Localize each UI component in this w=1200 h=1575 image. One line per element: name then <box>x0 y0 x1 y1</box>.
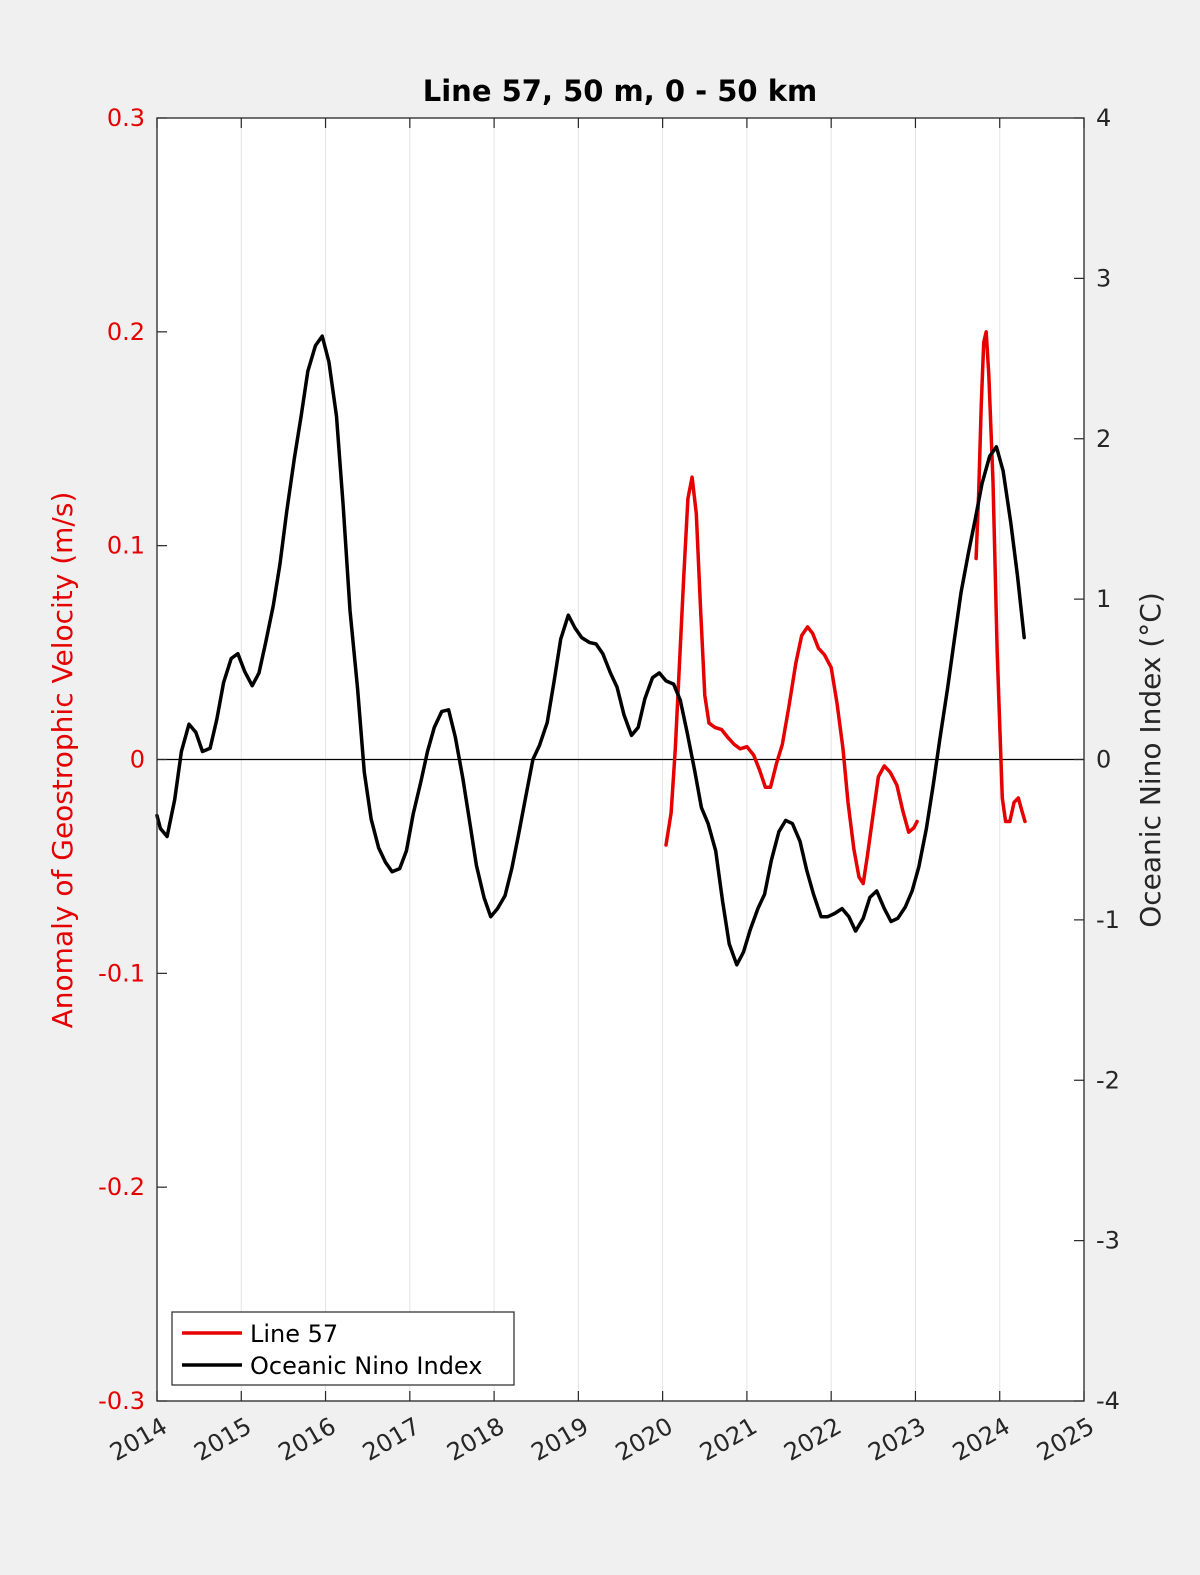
x-tick-label: 2021 <box>695 1412 762 1467</box>
x-tick-label: 2025 <box>1032 1412 1099 1467</box>
x-tick-label: 2024 <box>948 1412 1015 1467</box>
y-right-tick-label: 2 <box>1096 425 1111 453</box>
x-tick-label: 2017 <box>358 1412 425 1467</box>
y-right-tick-label: 3 <box>1096 264 1111 292</box>
x-tick-label: 2020 <box>611 1412 678 1467</box>
y-right-tick-label: -1 <box>1096 906 1120 934</box>
legend-box <box>171 1311 515 1386</box>
x-tick-label: 2015 <box>189 1412 256 1467</box>
y-left-tick-label: -0.1 <box>98 959 145 987</box>
x-tick-label: 2023 <box>864 1412 931 1467</box>
x-tick-label: 2022 <box>779 1412 846 1467</box>
y-right-tick-label: -3 <box>1096 1227 1120 1255</box>
y-left-tick-label: -0.3 <box>98 1387 145 1415</box>
y-right-tick-label: -2 <box>1096 1066 1120 1094</box>
x-tick-label: 2014 <box>105 1412 172 1467</box>
x-tick-label: 2016 <box>274 1412 341 1467</box>
y-left-tick-label: 0.3 <box>107 104 145 132</box>
series-line-oni <box>155 334 1026 967</box>
y-left-tick-label: -0.2 <box>98 1173 145 1201</box>
series-line-line57-1 <box>974 330 1027 824</box>
y-axis-right-label: Oceanic Nino Index (°C) <box>1134 592 1167 928</box>
y-left-tick-label: 0 <box>130 746 145 774</box>
y-left-tick-label: 0.1 <box>107 532 145 560</box>
y-right-tick-label: 1 <box>1096 585 1111 613</box>
legend-line57-label: Line 57 <box>250 1320 338 1348</box>
y-right-tick-label: -4 <box>1096 1387 1120 1415</box>
y-left-tick-label: 0.2 <box>107 318 145 346</box>
legend: Line 57 Oceanic Nino Index <box>171 1311 515 1386</box>
y-axis-left-label: Anomaly of Geostrophic Velocity (m/s) <box>46 492 79 1029</box>
legend-oni-label: Oceanic Nino Index <box>250 1352 482 1380</box>
x-tick-label: 2019 <box>526 1412 593 1467</box>
y-right-tick-label: 4 <box>1096 104 1111 132</box>
series-line-line57-0 <box>664 475 919 886</box>
chart-title: Line 57, 50 m, 0 - 50 km <box>423 74 817 108</box>
series-group <box>155 330 1027 967</box>
y-right-tick-label: 0 <box>1096 746 1111 774</box>
x-tick-label: 2018 <box>442 1412 509 1467</box>
